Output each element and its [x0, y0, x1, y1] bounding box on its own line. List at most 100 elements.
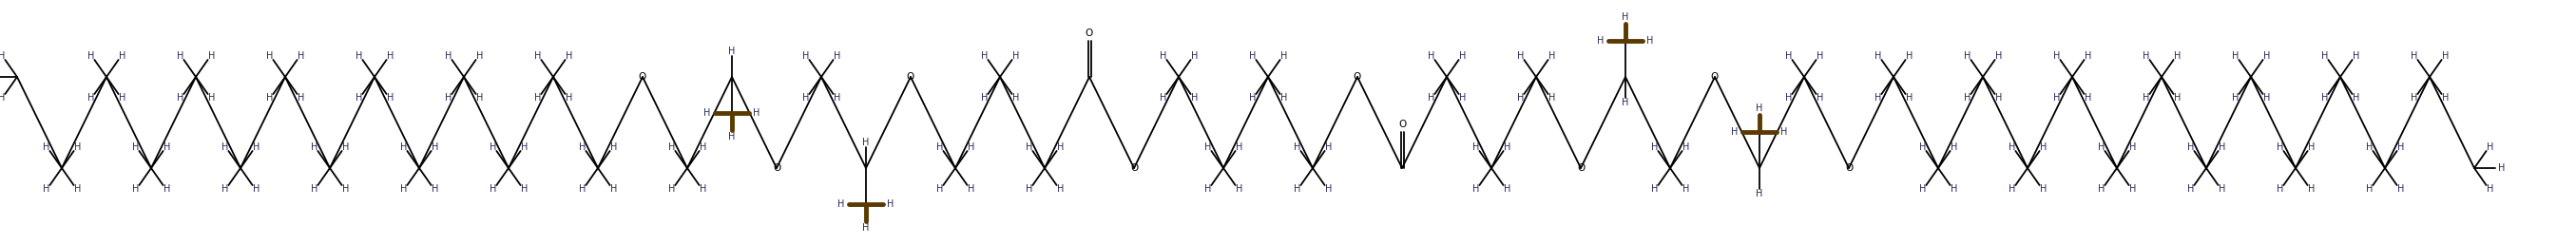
Text: H: H: [520, 142, 528, 152]
Text: H: H: [2308, 184, 2316, 194]
Text: H: H: [2277, 184, 2282, 194]
Text: H: H: [567, 93, 572, 103]
Text: H: H: [667, 184, 675, 194]
Text: H: H: [1517, 51, 1525, 61]
Text: H: H: [252, 184, 260, 194]
Text: H: H: [296, 51, 304, 61]
Text: H: H: [178, 93, 183, 103]
Text: H: H: [1280, 51, 1288, 61]
Text: H: H: [2174, 51, 2182, 61]
Text: H: H: [2264, 51, 2269, 61]
Text: H: H: [1056, 142, 1064, 152]
Text: H: H: [446, 51, 451, 61]
Text: H: H: [1919, 142, 1927, 152]
Text: H: H: [2097, 142, 2105, 152]
Text: H: H: [1203, 184, 1211, 194]
Text: O: O: [1084, 28, 1092, 38]
Text: H: H: [1963, 51, 1971, 61]
Text: H: H: [1950, 142, 1958, 152]
Text: H: H: [399, 184, 407, 194]
Text: H: H: [1623, 12, 1628, 22]
Text: H: H: [1249, 93, 1255, 103]
Text: H: H: [580, 142, 585, 152]
Text: H: H: [343, 184, 350, 194]
Text: H: H: [312, 142, 317, 152]
Text: H: H: [355, 51, 363, 61]
Text: O: O: [1131, 163, 1139, 173]
Text: H: H: [1293, 184, 1301, 194]
Text: H: H: [1816, 93, 1824, 103]
Text: H: H: [131, 142, 139, 152]
Text: H: H: [981, 51, 987, 61]
Text: H: H: [1190, 51, 1198, 61]
Text: H: H: [252, 142, 260, 152]
Text: H: H: [2143, 51, 2148, 61]
Text: H: H: [1236, 142, 1242, 152]
Text: H: H: [1159, 93, 1167, 103]
Text: H: H: [209, 51, 216, 61]
Text: H: H: [1203, 142, 1211, 152]
Text: H: H: [2231, 93, 2239, 103]
Text: H: H: [2084, 51, 2092, 61]
Text: H: H: [1963, 93, 1971, 103]
Text: H: H: [2009, 184, 2014, 194]
Text: H: H: [312, 184, 317, 194]
Text: H: H: [2365, 142, 2372, 152]
Text: H: H: [1780, 127, 1788, 137]
Text: H: H: [1757, 189, 1762, 198]
Text: H: H: [701, 142, 706, 152]
Text: H: H: [0, 93, 5, 103]
Text: H: H: [1906, 51, 1914, 61]
Text: H: H: [88, 93, 95, 103]
Text: H: H: [1785, 51, 1793, 61]
Text: H: H: [533, 93, 541, 103]
Text: H: H: [1816, 51, 1824, 61]
Text: H: H: [1324, 184, 1332, 194]
Text: H: H: [1623, 98, 1628, 107]
Text: H: H: [1731, 127, 1739, 137]
Text: H: H: [355, 93, 363, 103]
Text: H: H: [1025, 142, 1033, 152]
Text: H: H: [2411, 93, 2416, 103]
Text: H: H: [1293, 142, 1301, 152]
Text: H: H: [969, 142, 974, 152]
Text: H: H: [1280, 93, 1288, 103]
Text: H: H: [533, 51, 541, 61]
Text: H: H: [2321, 93, 2329, 103]
Text: H: H: [611, 184, 618, 194]
Text: H: H: [801, 51, 809, 61]
Text: H: H: [2084, 93, 2092, 103]
Text: H: H: [2352, 93, 2360, 103]
Text: H: H: [703, 108, 711, 118]
Text: H: H: [886, 199, 894, 209]
Text: H: H: [969, 184, 974, 194]
Text: H: H: [1012, 93, 1020, 103]
Text: H: H: [1785, 93, 1793, 103]
Text: O: O: [1352, 72, 1360, 82]
Text: H: H: [477, 93, 484, 103]
Text: H: H: [2308, 142, 2316, 152]
Text: H: H: [118, 51, 126, 61]
Text: O: O: [1844, 163, 1852, 173]
Text: H: H: [162, 142, 170, 152]
Text: H: H: [1875, 51, 1880, 61]
Text: H: H: [1504, 142, 1510, 152]
Text: H: H: [75, 184, 80, 194]
Text: H: H: [1159, 51, 1167, 61]
Text: H: H: [935, 184, 943, 194]
Text: H: H: [399, 142, 407, 152]
Text: H: H: [1597, 36, 1605, 46]
Text: H: H: [801, 93, 809, 103]
Text: H: H: [222, 184, 229, 194]
Text: H: H: [611, 142, 618, 152]
Text: H: H: [835, 51, 840, 61]
Text: H: H: [1236, 184, 1242, 194]
Text: H: H: [265, 93, 273, 103]
Text: H: H: [1427, 51, 1435, 61]
Text: H: H: [1757, 103, 1762, 113]
Text: H: H: [1458, 93, 1466, 103]
Text: H: H: [837, 199, 845, 209]
Text: H: H: [1517, 93, 1525, 103]
Text: H: H: [1548, 93, 1556, 103]
Text: H: H: [667, 142, 675, 152]
